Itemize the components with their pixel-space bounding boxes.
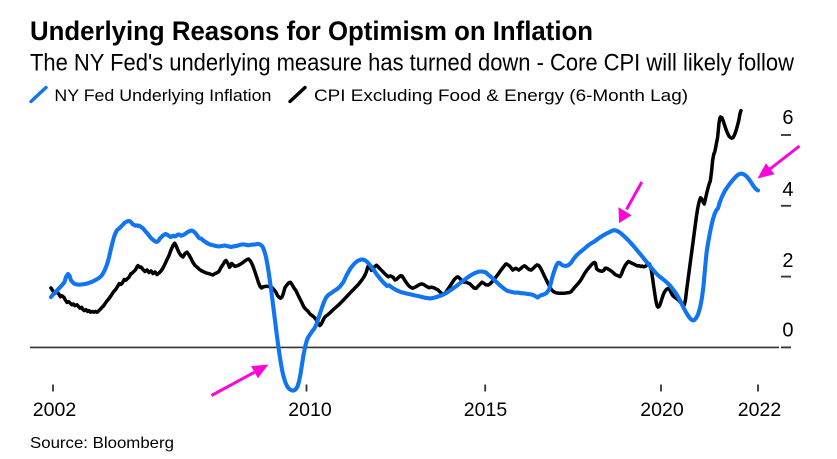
svg-text:2010: 2010 bbox=[288, 399, 332, 421]
svg-text:4: 4 bbox=[782, 179, 793, 201]
svg-text:NY Fed Underlying Inflation: NY Fed Underlying Inflation bbox=[54, 86, 271, 105]
svg-text:2022: 2022 bbox=[738, 399, 781, 421]
svg-text:2: 2 bbox=[782, 250, 793, 272]
svg-text:0: 0 bbox=[782, 320, 793, 342]
svg-text:6: 6 bbox=[782, 107, 793, 129]
svg-text:The NY Fed's underlying measur: The NY Fed's underlying measure has turn… bbox=[30, 50, 795, 77]
svg-text:2015: 2015 bbox=[464, 399, 508, 421]
svg-text:Source: Bloomberg: Source: Bloomberg bbox=[30, 435, 174, 452]
svg-text:2002: 2002 bbox=[33, 399, 76, 421]
svg-text:Underlying Reasons for Optimis: Underlying Reasons for Optimism on Infla… bbox=[30, 16, 593, 46]
svg-text:CPI Excluding Food & Energy (6: CPI Excluding Food & Energy (6-Month Lag… bbox=[314, 86, 688, 105]
svg-text:2020: 2020 bbox=[640, 399, 684, 421]
